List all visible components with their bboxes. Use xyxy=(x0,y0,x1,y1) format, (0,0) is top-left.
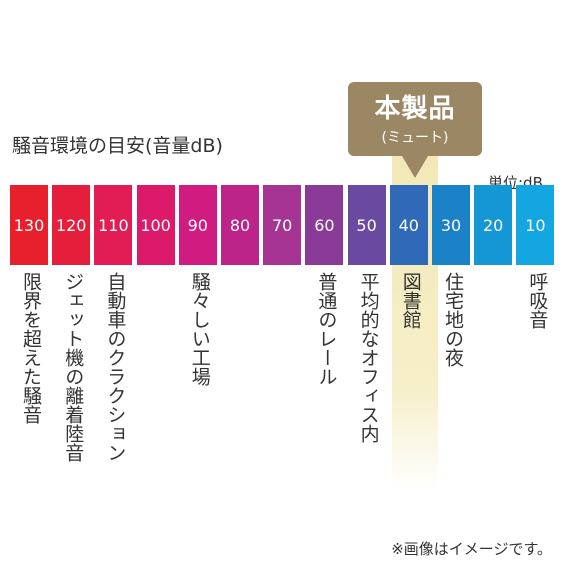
scale-bar-70: 70 xyxy=(263,185,302,265)
scale-label-10: 呼吸音 xyxy=(526,272,549,329)
scale-bar-110: 110 xyxy=(94,185,133,265)
scale-label-50: 平均的なオフィス内 xyxy=(357,272,380,443)
scale-label-30: 住宅地の夜 xyxy=(442,272,464,367)
product-label: 本製品 xyxy=(374,94,456,124)
scale-label-40: 図書館 xyxy=(399,272,422,329)
scale-bar-100: 100 xyxy=(136,185,175,265)
scale-label-110: 自動車のクラクション xyxy=(104,272,127,462)
scale-label-90: 騒々しい工場 xyxy=(188,272,211,386)
scale-bar-60: 60 xyxy=(305,185,344,265)
scale-bar-80: 80 xyxy=(221,185,259,265)
product-mode: (ミュート) xyxy=(381,130,449,146)
scale-label-120: ジェット機の離着陸音 xyxy=(62,272,85,462)
decibel-scale: 130 120 110 100 90 80 70 60 50 40 30 20 10 xyxy=(10,185,560,265)
scale-bar-30: 30 xyxy=(432,185,470,265)
scale-label-60: 普通のレール xyxy=(315,272,338,386)
product-callout: 本製品 (ミュート) xyxy=(348,82,482,156)
scale-bar-40: 40 xyxy=(389,185,428,265)
scale-bar-120: 120 xyxy=(52,185,91,265)
image-note: ※画像はイメージです。 xyxy=(391,540,552,558)
scale-bar-20: 20 xyxy=(474,185,513,265)
scale-bar-90: 90 xyxy=(178,185,217,265)
scale-bar-130: 130 xyxy=(10,185,48,265)
scale-label-130: 限界を超えた騒音 xyxy=(20,272,42,424)
chart-title: 騒音環境の目安(音量dB) xyxy=(12,135,223,157)
scale-bar-50: 50 xyxy=(347,185,386,265)
scale-bar-10: 10 xyxy=(516,185,555,265)
